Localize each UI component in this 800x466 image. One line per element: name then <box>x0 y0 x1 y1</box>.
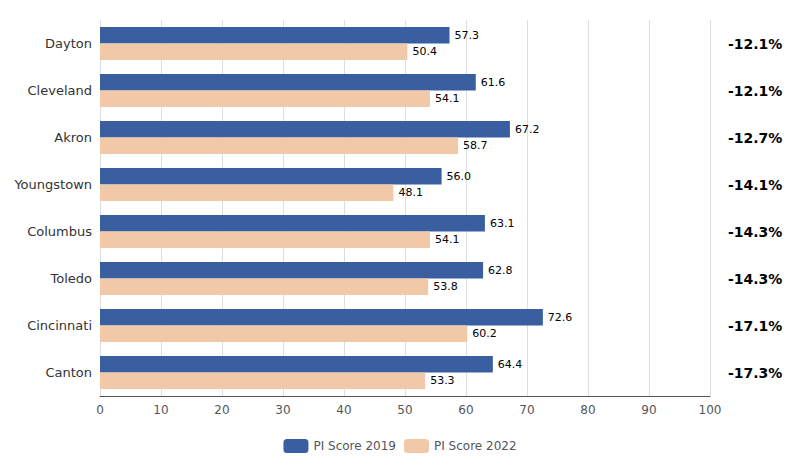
svg-text:60: 60 <box>458 403 473 417</box>
svg-text:-17.3%: -17.3% <box>728 365 782 381</box>
svg-text:-14.1%: -14.1% <box>728 177 782 193</box>
svg-text:72.6: 72.6 <box>548 311 573 324</box>
svg-text:Toledo: Toledo <box>49 271 92 286</box>
svg-text:56.0: 56.0 <box>447 170 472 183</box>
svg-text:-14.3%: -14.3% <box>728 224 782 240</box>
svg-text:Columbus: Columbus <box>27 224 92 239</box>
svg-text:64.4: 64.4 <box>498 358 522 371</box>
svg-text:Cleveland: Cleveland <box>28 83 92 98</box>
svg-text:-14.3%: -14.3% <box>728 271 782 287</box>
svg-text:-17.1%: -17.1% <box>728 318 782 334</box>
svg-text:90: 90 <box>641 403 656 417</box>
svg-text:50.4: 50.4 <box>412 45 437 58</box>
svg-text:-12.1%: -12.1% <box>728 83 782 99</box>
svg-text:60.2: 60.2 <box>472 327 497 340</box>
svg-text:53.3: 53.3 <box>430 374 455 387</box>
svg-text:PI Score 2022: PI Score 2022 <box>434 439 517 453</box>
svg-text:40: 40 <box>336 403 351 417</box>
svg-text:54.1: 54.1 <box>435 233 460 246</box>
svg-text:100: 100 <box>699 403 722 417</box>
svg-text:Youngstown: Youngstown <box>13 177 92 192</box>
svg-text:Canton: Canton <box>45 365 92 380</box>
svg-text:50: 50 <box>397 403 412 417</box>
svg-text:-12.1%: -12.1% <box>728 36 782 52</box>
svg-text:70: 70 <box>519 403 534 417</box>
svg-text:-12.7%: -12.7% <box>728 130 782 146</box>
svg-text:30: 30 <box>275 403 290 417</box>
svg-text:Akron: Akron <box>54 130 92 145</box>
svg-text:54.1: 54.1 <box>435 92 460 105</box>
svg-text:0: 0 <box>96 403 104 417</box>
svg-text:61.6: 61.6 <box>481 76 506 89</box>
svg-text:Cincinnati: Cincinnati <box>27 318 92 333</box>
svg-text:57.3: 57.3 <box>455 29 480 42</box>
svg-text:PI Score 2019: PI Score 2019 <box>313 439 396 453</box>
svg-text:48.1: 48.1 <box>398 186 423 199</box>
svg-text:80: 80 <box>580 403 595 417</box>
svg-text:20: 20 <box>214 403 229 417</box>
svg-text:63.1: 63.1 <box>490 217 515 230</box>
svg-text:10: 10 <box>153 403 168 417</box>
svg-text:53.8: 53.8 <box>433 280 458 293</box>
svg-text:67.2: 67.2 <box>515 123 540 136</box>
svg-text:62.8: 62.8 <box>488 264 512 277</box>
svg-text:Dayton: Dayton <box>45 36 92 51</box>
svg-text:58.7: 58.7 <box>463 139 488 152</box>
